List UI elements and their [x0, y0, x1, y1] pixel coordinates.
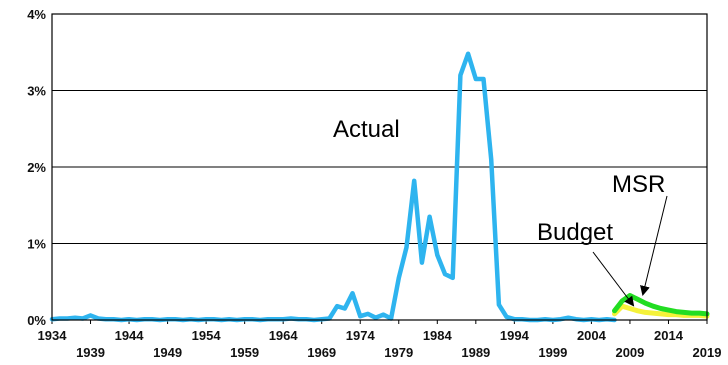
x-tick-label: 1989: [461, 345, 490, 360]
x-tick-label: 1934: [38, 328, 68, 343]
y-tick-label: 1%: [27, 237, 46, 252]
x-tick-label: 1964: [269, 328, 299, 343]
x-tick-label: 1994: [500, 328, 530, 343]
x-tick-label: 2019: [693, 345, 722, 360]
x-tick-label: 1954: [192, 328, 222, 343]
x-tick-label: 1949: [153, 345, 182, 360]
y-tick-label: 0%: [27, 313, 46, 328]
x-tick-label: 1999: [538, 345, 567, 360]
y-tick-label: 4%: [27, 7, 46, 22]
annotation-actual: Actual: [333, 116, 400, 143]
x-tick-label: 2004: [577, 328, 607, 343]
x-tick-label: 1969: [307, 345, 336, 360]
plot-frame: [51, 13, 708, 321]
y-tick-label: 2%: [27, 160, 46, 175]
x-tick-label: 2009: [615, 345, 644, 360]
annotation-budget: Budget: [537, 219, 613, 246]
series-line-actual: [49, 51, 617, 323]
annotation-msr: MSR: [612, 171, 665, 198]
x-tick-label: 1974: [346, 328, 376, 343]
x-tick-label: 1984: [423, 328, 453, 343]
msr-arrow: [640, 195, 668, 296]
y-axis-ticks: 0% 1% 2% 3% 4%: [27, 7, 46, 328]
x-tick-label: 1939: [76, 345, 105, 360]
series-line-msr: [612, 293, 710, 317]
gridlines: [52, 90, 707, 244]
x-axis-ticks: 1934 1944 1954 1964 1974 1984 1994 2004 2014 1939…: [38, 320, 722, 360]
x-tick-label: 1979: [384, 345, 413, 360]
series-lines: [49, 51, 710, 323]
budget-arrow: [592, 251, 635, 307]
x-tick-label: 1944: [115, 328, 145, 343]
y-tick-label: 3%: [27, 84, 46, 99]
x-tick-label: 1959: [230, 345, 259, 360]
x-tick-label: 2014: [654, 328, 684, 343]
